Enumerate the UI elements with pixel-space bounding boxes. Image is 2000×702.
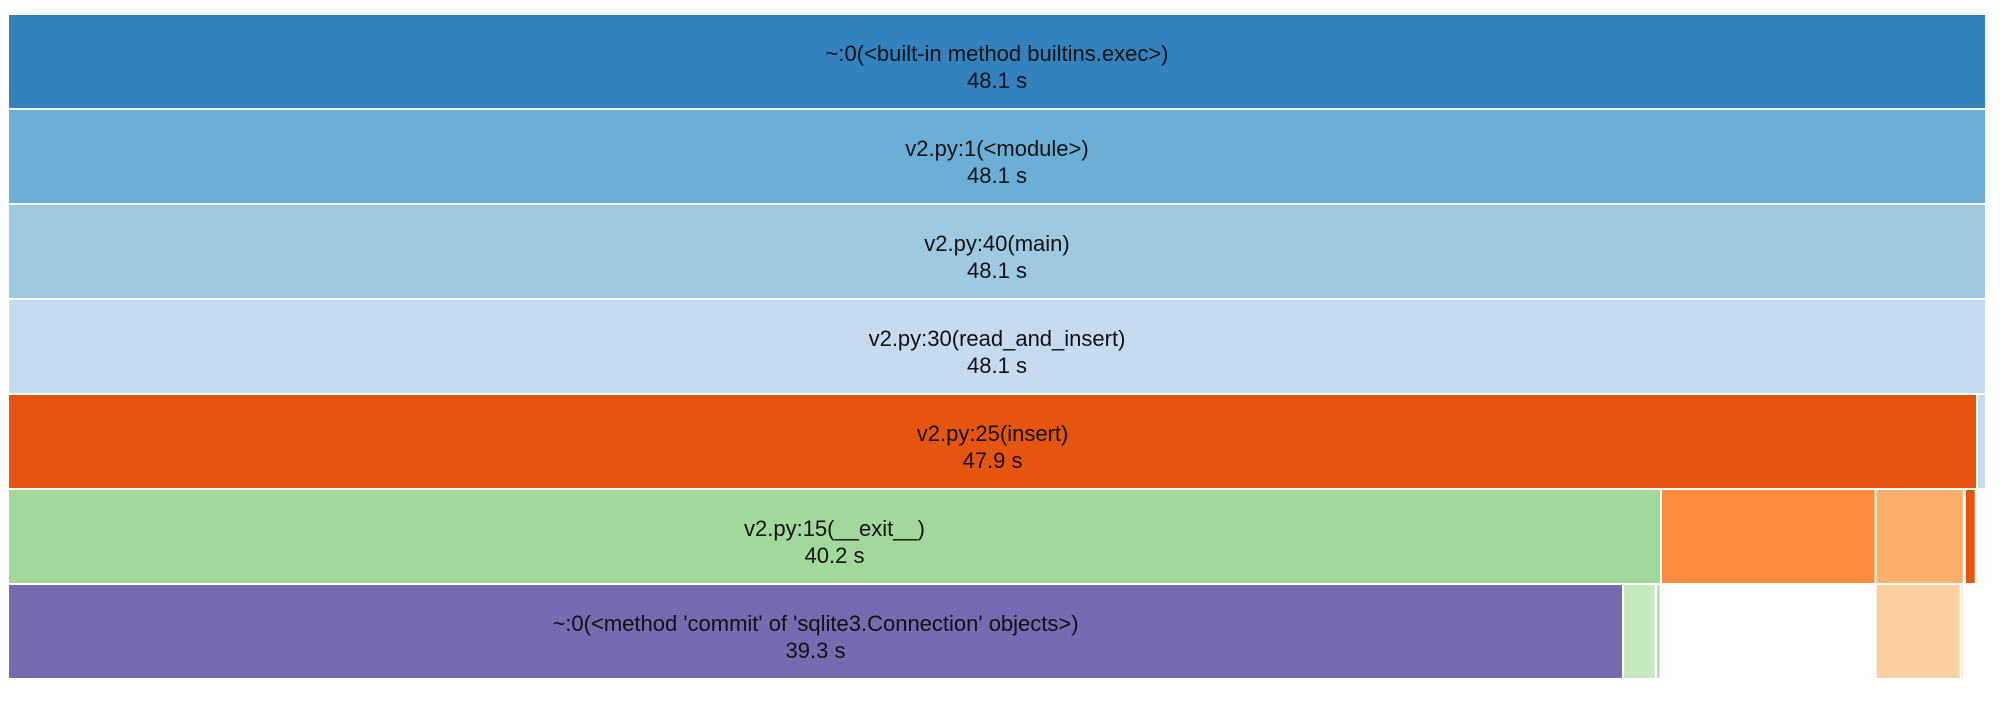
icicle-node[interactable] bbox=[1622, 583, 1657, 680]
icicle-node-rect[interactable] bbox=[7, 583, 1625, 680]
icicle-node-rect[interactable] bbox=[1622, 583, 1657, 680]
icicle-node-value: 48.1 s bbox=[967, 163, 1027, 188]
icicle-node-rect[interactable] bbox=[1960, 583, 1965, 680]
icicle-node-value: 48.1 s bbox=[967, 353, 1027, 378]
icicle-node[interactable] bbox=[1963, 488, 1977, 585]
icicle-node-rect[interactable] bbox=[7, 13, 1987, 110]
icicle-node-label: v2.py:15(__exit__) bbox=[744, 516, 925, 541]
icicle-node[interactable] bbox=[1976, 393, 1987, 490]
icicle-node[interactable] bbox=[1660, 488, 1877, 585]
icicle-node-label: ~:0(<built-in method builtins.exec>) bbox=[825, 41, 1168, 66]
icicle-node-label: v2.py:25(insert) bbox=[917, 421, 1069, 446]
icicle-node[interactable] bbox=[1655, 583, 1662, 680]
icicle-node[interactable] bbox=[1874, 488, 1965, 585]
icicle-node[interactable]: v2.py:30(read_and_insert)48.1 s bbox=[7, 298, 1987, 395]
icicle-node[interactable]: v2.py:1(<module>)48.1 s bbox=[7, 108, 1987, 205]
icicle-node-label: v2.py:30(read_and_insert) bbox=[869, 326, 1126, 351]
icicle-node-rect[interactable] bbox=[1655, 583, 1662, 680]
icicle-node[interactable] bbox=[1874, 583, 1962, 680]
icicle-node-label: ~:0(<method 'commit' of 'sqlite3.Connect… bbox=[552, 611, 1078, 636]
icicle-node-rect[interactable] bbox=[1874, 583, 1962, 680]
icicle-node-rect[interactable] bbox=[1660, 488, 1877, 585]
icicle-node[interactable]: v2.py:40(main)48.1 s bbox=[7, 203, 1987, 300]
icicle-node[interactable]: v2.py:15(__exit__)40.2 s bbox=[7, 488, 1663, 585]
icicle-node-rect[interactable] bbox=[7, 108, 1987, 205]
icicle-node-value: 39.3 s bbox=[786, 638, 846, 663]
icicle-node-value: 48.1 s bbox=[967, 258, 1027, 283]
icicle-node-label: v2.py:40(main) bbox=[924, 231, 1070, 256]
icicle-node-rect[interactable] bbox=[1963, 488, 1977, 585]
icicle-node-rect[interactable] bbox=[7, 488, 1663, 585]
icicle-node-value: 40.2 s bbox=[805, 543, 865, 568]
icicle-node[interactable]: v2.py:25(insert)47.9 s bbox=[7, 393, 1979, 490]
icicle-node-rect[interactable] bbox=[1976, 393, 1987, 490]
icicle-node-rect[interactable] bbox=[7, 393, 1979, 490]
icicle-node-value: 47.9 s bbox=[963, 448, 1023, 473]
icicle-node-value: 48.1 s bbox=[967, 68, 1027, 93]
icicle-node-rect[interactable] bbox=[7, 298, 1987, 395]
icicle-node[interactable]: ~:0(<method 'commit' of 'sqlite3.Connect… bbox=[7, 583, 1625, 680]
icicle-node-rect[interactable] bbox=[7, 203, 1987, 300]
icicle-node[interactable]: ~:0(<built-in method builtins.exec>)48.1… bbox=[7, 13, 1987, 110]
icicle-node-label: v2.py:1(<module>) bbox=[905, 136, 1088, 161]
icicle-node[interactable] bbox=[1960, 583, 1965, 680]
icicle-node-rect[interactable] bbox=[1874, 488, 1965, 585]
